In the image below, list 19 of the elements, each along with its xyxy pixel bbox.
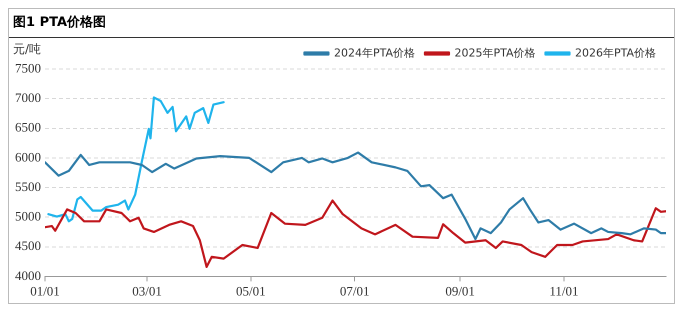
x-tick-label: 09/01 <box>445 284 475 299</box>
x-tick-label: 11/01 <box>549 284 578 299</box>
x-tick-label: 03/01 <box>132 284 162 299</box>
legend-label: 2024年PTA价格 <box>334 46 415 60</box>
y-tick-label: 5000 <box>15 208 41 224</box>
y-tick-label: 5500 <box>15 178 41 194</box>
y-axis-title: 元/吨 <box>13 42 42 56</box>
x-tick-label: 07/01 <box>340 284 370 299</box>
legend-label: 2025年PTA价格 <box>454 46 536 60</box>
x-tick-label: 01/01 <box>30 284 60 299</box>
legend-label: 2026年PTA价格 <box>574 46 656 60</box>
chart-title: 图1 PTA价格图 <box>9 9 674 38</box>
y-tick-label: 4000 <box>15 268 41 283</box>
y-tick-label: 6500 <box>15 120 41 135</box>
y-tick-label: 4500 <box>15 238 41 254</box>
y-tick-label: 7500 <box>15 60 41 76</box>
x-tick-label: 05/01 <box>236 284 266 299</box>
y-tick-label: 6000 <box>15 149 41 164</box>
y-tick-label: 7000 <box>15 90 41 106</box>
